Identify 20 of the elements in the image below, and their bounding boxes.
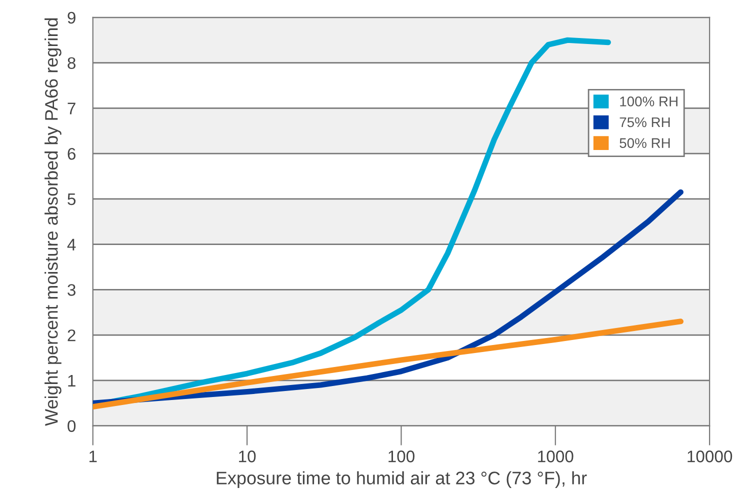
- x-tick-label: 10: [239, 450, 256, 462]
- x-tick-label: 1: [90, 450, 97, 462]
- y-tick-label: 6: [68, 148, 76, 160]
- y-tick-label: 4: [67, 238, 76, 250]
- y-tick-label: 1: [68, 374, 76, 386]
- legend-label: 100% RH: [620, 96, 678, 106]
- y-tick-label: 3: [68, 284, 76, 296]
- y-tick-label: 2: [68, 329, 76, 342]
- x-axis-title: Exposure time to humid air at 23 °C (73 °F), hr: [216, 471, 587, 488]
- y-axis-title: Weight percent moisture absorbed by PA66 regrind: [44, 18, 62, 426]
- y-tick-label: 9: [68, 12, 76, 24]
- legend-label: 75% RH: [620, 117, 670, 128]
- x-tick-label: 100: [388, 450, 414, 462]
- legend-label: 50% RH: [620, 138, 670, 148]
- x-tick-label: 1000: [538, 450, 574, 462]
- y-tick-label: 7: [68, 102, 76, 114]
- y-tick-label: 8: [68, 57, 76, 70]
- y-tick-label: 5: [68, 193, 76, 206]
- y-tick-label: 0: [68, 420, 76, 432]
- x-tick-label: 10000: [688, 450, 732, 462]
